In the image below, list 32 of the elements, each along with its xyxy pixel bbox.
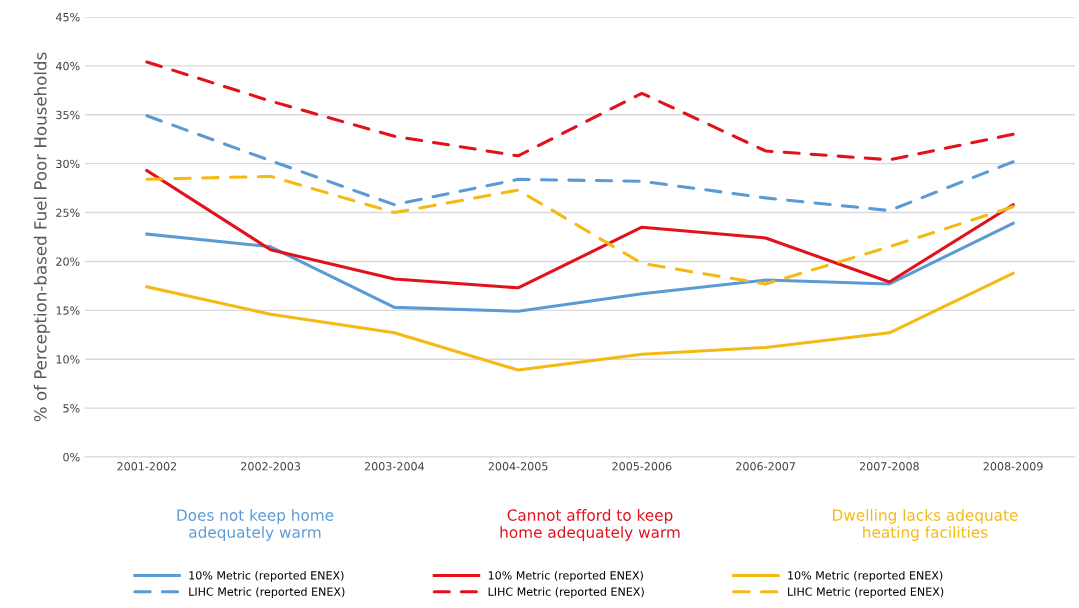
line-series (145, 60, 1015, 162)
x-tick-label: 2006-2007 (736, 462, 795, 471)
x-tick-label: 2004-2005 (488, 462, 548, 471)
line-series (145, 114, 1015, 213)
y-tick-label: 10% (56, 355, 80, 364)
legend-label: 10% Metric (reported ENEX) (788, 570, 943, 582)
y-tick-label: 5% (63, 404, 80, 413)
legend-label: LIHC Metric (reported ENEX) (488, 587, 644, 598)
y-tick-label: 15% (56, 306, 80, 315)
y-tick-label: 35% (56, 110, 80, 120)
line-series (145, 221, 1015, 313)
y-tick-label: 20% (56, 257, 80, 266)
text: Dwelling lacks adequate heating facilities (833, 509, 1018, 541)
legend-label: 10% Metric (reported ENEX) (189, 570, 344, 582)
x-tick-label: 2002-2003 (241, 462, 301, 471)
x-tick-label: 2001-2002 (117, 462, 177, 471)
y-tick-label: 45% (55, 12, 80, 22)
legend-label: 10% Metric (reported ENEX) (488, 570, 643, 582)
x-tick-label: 2008-2009 (983, 462, 1043, 471)
legend-label: LIHC Metric (reported ENEX) (189, 587, 345, 598)
text: Cannot afford to keep home adequately warm (500, 509, 680, 541)
text: Does not keep home adequately warm (177, 509, 334, 541)
y-tick-label: 0% (63, 452, 80, 462)
y-axis-title: % of Perception-based Fuel Poor Households (33, 52, 50, 422)
y-tick-label: 30% (56, 159, 80, 169)
y-tick-label: 25% (56, 208, 80, 217)
y-tick-label: 40% (55, 61, 80, 71)
x-tick-label: 2003-2004 (364, 462, 425, 471)
legend-label: LIHC Metric (reported ENEX) (788, 587, 944, 598)
x-tick-label: 2007-2008 (859, 462, 919, 471)
line-series (145, 271, 1015, 372)
x-tick-label: 2005-2006 (612, 462, 672, 471)
